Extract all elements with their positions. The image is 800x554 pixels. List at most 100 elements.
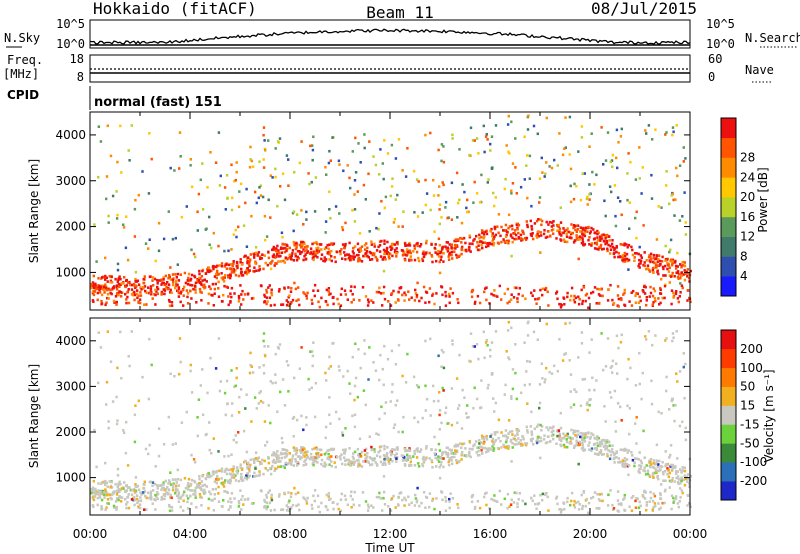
colorbar-tick-label: 24 — [740, 170, 755, 184]
data-cell — [330, 464, 333, 468]
data-cell — [245, 477, 249, 481]
data-cell — [208, 215, 211, 219]
data-cell — [474, 300, 477, 304]
data-cell — [555, 237, 558, 240]
data-cell — [404, 447, 407, 451]
data-cell — [382, 248, 386, 252]
data-cell — [434, 243, 437, 246]
data-cell — [349, 289, 352, 293]
data-cell — [186, 279, 189, 282]
data-cell — [300, 414, 303, 418]
data-cell — [194, 493, 197, 496]
data-cell — [425, 447, 428, 450]
data-cell — [284, 461, 287, 465]
data-cell — [436, 252, 440, 256]
data-cell — [345, 458, 349, 462]
data-cell — [519, 439, 523, 442]
data-cell — [671, 463, 675, 467]
data-cell — [235, 161, 238, 164]
data-cell — [110, 480, 113, 484]
data-cell — [280, 303, 283, 306]
data-cell — [451, 343, 454, 346]
data-cell — [210, 498, 213, 502]
data-cell — [481, 437, 484, 440]
data-cell — [96, 287, 99, 291]
data-cell — [112, 299, 116, 303]
data-cell — [480, 379, 483, 382]
data-cell — [211, 265, 215, 269]
data-cell — [295, 447, 298, 450]
data-cell — [420, 501, 423, 505]
data-cell — [602, 247, 605, 251]
data-cell — [274, 352, 277, 356]
data-cell — [273, 469, 276, 472]
data-cell — [535, 219, 539, 223]
data-cell — [506, 506, 509, 510]
data-cell — [445, 452, 448, 455]
data-cell — [382, 475, 386, 478]
data-cell — [404, 449, 407, 453]
data-cell — [619, 448, 622, 451]
data-cell — [544, 492, 547, 495]
data-cell — [122, 223, 125, 227]
data-cell — [588, 243, 591, 246]
data-cell — [189, 164, 192, 167]
data-cell — [179, 155, 182, 158]
data-cell — [279, 390, 282, 394]
data-cell — [216, 474, 219, 478]
data-cell — [157, 221, 161, 225]
data-cell — [602, 438, 605, 442]
data-cell — [670, 399, 673, 403]
data-cell — [177, 494, 180, 498]
data-cell — [507, 226, 510, 230]
data-cell — [240, 267, 243, 271]
data-cell — [536, 233, 539, 236]
data-cell — [538, 201, 541, 204]
data-cell — [247, 497, 250, 501]
data-cell — [223, 265, 227, 268]
data-cell — [631, 248, 634, 252]
data-cell — [192, 493, 195, 496]
data-cell — [558, 508, 561, 511]
data-cell — [644, 335, 647, 338]
data-cell — [272, 458, 276, 462]
data-cell — [263, 498, 266, 502]
data-cell — [130, 493, 134, 496]
data-cell — [231, 470, 234, 473]
data-cell — [242, 503, 245, 506]
data-cell — [262, 158, 265, 161]
data-cell — [468, 451, 471, 454]
data-cell — [637, 252, 640, 256]
data-cell — [324, 371, 327, 375]
data-cell — [626, 259, 629, 263]
data-cell — [538, 406, 541, 410]
colorbar-cell — [721, 276, 736, 297]
data-cell — [681, 491, 684, 495]
data-cell — [670, 480, 673, 483]
data-cell — [413, 211, 416, 214]
data-cell — [262, 126, 266, 129]
data-cell — [341, 434, 345, 437]
data-cell — [109, 154, 113, 158]
data-cell — [415, 295, 419, 299]
data-cell — [123, 481, 126, 484]
data-cell — [272, 460, 275, 464]
colorbar-tick-label: 16 — [740, 210, 755, 224]
data-cell — [508, 225, 512, 228]
data-cell — [110, 486, 114, 489]
data-cell — [383, 444, 386, 448]
data-cell — [264, 148, 267, 152]
data-cell — [663, 501, 666, 505]
data-cell — [311, 458, 314, 461]
data-cell — [606, 247, 609, 251]
data-cell — [277, 249, 280, 252]
data-cell — [196, 416, 199, 419]
data-cell — [360, 245, 364, 248]
data-cell — [306, 245, 309, 248]
data-cell — [233, 385, 236, 389]
data-cell — [586, 408, 589, 412]
data-cell — [627, 152, 630, 155]
data-cell — [134, 483, 137, 486]
data-cell — [487, 178, 490, 181]
